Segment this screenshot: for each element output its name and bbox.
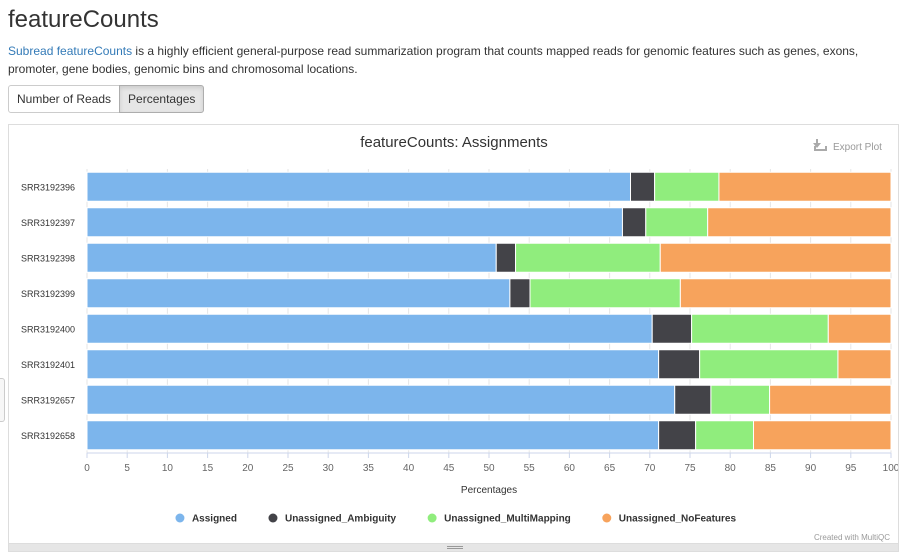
legend-label: Assigned	[192, 514, 237, 525]
category-label: SRR3192401	[21, 360, 75, 370]
x-axis-ticks: 0 5 10 15 20 25 30 35 40 45 50 55 60 65 70 75 80 85 90 95 10…	[84, 453, 900, 474]
legend-item[interactable]: Unassigned_Ambiguity	[268, 513, 397, 525]
legend-marker	[175, 513, 185, 523]
bar-segment-unassigned-multimapping[interactable]	[691, 313, 829, 344]
legend-label: Unassigned_Ambiguity	[285, 514, 397, 525]
page-title: featureCounts	[8, 6, 159, 33]
chart-title: featureCounts: Assignments	[360, 134, 548, 151]
plot-container: featureCounts: Assignments Export Plot S…	[8, 124, 900, 543]
plot-mode-toggle: Number of Reads Percentages	[8, 85, 205, 113]
bar-segment-unassigned-nofeatures[interactable]	[753, 420, 892, 451]
bar-segment-assigned[interactable]	[86, 384, 676, 415]
legend-label: Unassigned_MultiMapping	[444, 514, 571, 525]
category-labels: SRR3192396 SRR3192397 SRR3192398 SRR3192399…	[21, 182, 75, 441]
percentages-button[interactable]: Percentages	[119, 85, 205, 113]
x-tick-label: 85	[765, 463, 777, 474]
number-of-reads-button[interactable]: Number of Reads	[8, 85, 121, 113]
bar-segment-unassigned-nofeatures[interactable]	[837, 349, 892, 380]
bar-segment-unassigned-ambiguity[interactable]	[658, 420, 697, 451]
bar-segment-unassigned-ambiguity[interactable]	[621, 207, 647, 238]
category-label: SRR3192399	[21, 289, 75, 299]
bar-segment-assigned[interactable]	[86, 171, 632, 202]
x-tick-label: 20	[242, 463, 254, 474]
x-tick-label: 75	[684, 463, 696, 474]
stacked-bar-chart: featureCounts: Assignments Export Plot S…	[21, 134, 900, 542]
x-tick-label: 50	[483, 463, 495, 474]
bar-segment-unassigned-multimapping[interactable]	[710, 384, 771, 415]
bar-segment-unassigned-nofeatures[interactable]	[659, 242, 892, 273]
x-tick-label: 90	[805, 463, 817, 474]
category-label: SRR3192657	[21, 395, 75, 405]
legend-marker	[602, 513, 612, 523]
x-tick-label: 65	[604, 463, 616, 474]
x-tick-label: 95	[845, 463, 857, 474]
x-tick-label: 60	[564, 463, 576, 474]
bar-segment-unassigned-ambiguity[interactable]	[658, 349, 701, 380]
bar-segment-assigned[interactable]	[86, 242, 497, 273]
bar-segment-unassigned-ambiguity[interactable]	[495, 242, 517, 273]
bar-segment-unassigned-nofeatures[interactable]	[679, 278, 892, 309]
x-tick-label: 80	[725, 463, 737, 474]
bar-segment-unassigned-multimapping[interactable]	[645, 207, 709, 238]
bar-segment-unassigned-multimapping[interactable]	[699, 349, 839, 380]
bar-segment-unassigned-nofeatures[interactable]	[827, 313, 892, 344]
bar-segment-unassigned-multimapping[interactable]	[654, 171, 720, 202]
bar-segment-unassigned-ambiguity[interactable]	[674, 384, 712, 415]
bar-segment-assigned[interactable]	[86, 313, 653, 344]
x-tick-label: 40	[403, 463, 415, 474]
bar-segment-unassigned-multimapping[interactable]	[695, 420, 755, 451]
chart-bars	[86, 171, 892, 451]
bar-segment-unassigned-nofeatures[interactable]	[707, 207, 892, 238]
multiqc-credit: Created with MultiQC	[814, 533, 890, 542]
category-label: SRR3192658	[21, 431, 75, 441]
sidebar-toggle-tab[interactable]	[0, 378, 5, 422]
bar-segment-unassigned-nofeatures[interactable]	[769, 384, 892, 415]
page-description: Subread featureCounts is a highly effici…	[8, 42, 898, 78]
bar-segment-assigned[interactable]	[86, 278, 511, 309]
category-label: SRR3192400	[21, 324, 75, 334]
x-tick-label: 70	[644, 463, 656, 474]
legend-label: Unassigned_NoFeatures	[619, 514, 737, 525]
x-tick-label: 15	[202, 463, 214, 474]
bar-segment-assigned[interactable]	[86, 349, 660, 380]
description-text: is a highly efficient general-purpose re…	[8, 44, 859, 76]
x-tick-label: 10	[162, 463, 174, 474]
legend-marker	[427, 513, 437, 523]
bar-segment-unassigned-ambiguity[interactable]	[630, 171, 656, 202]
download-icon	[813, 139, 827, 151]
x-tick-label: 45	[443, 463, 455, 474]
x-tick-label: 0	[84, 463, 90, 474]
bar-segment-unassigned-ambiguity[interactable]	[651, 313, 693, 344]
grip-icon	[447, 546, 463, 549]
x-tick-label: 55	[524, 463, 536, 474]
category-label: SRR3192397	[21, 218, 75, 228]
export-plot-button[interactable]: Export Plot	[813, 139, 882, 153]
x-tick-label: 35	[363, 463, 375, 474]
category-label: SRR3192396	[21, 182, 75, 192]
x-axis-label: Percentages	[461, 485, 517, 496]
x-tick-label: 5	[124, 463, 130, 474]
chart-legend: Assigned Unassigned_Ambiguity Unassigned_M…	[175, 513, 737, 525]
bar-segment-unassigned-ambiguity[interactable]	[509, 278, 531, 309]
export-plot-label: Export Plot	[833, 142, 882, 153]
legend-marker	[268, 513, 278, 523]
x-tick-label: 30	[323, 463, 335, 474]
bar-segment-assigned[interactable]	[86, 420, 660, 451]
bar-segment-unassigned-multimapping[interactable]	[515, 242, 661, 273]
x-tick-label: 25	[282, 463, 294, 474]
bar-segment-unassigned-nofeatures[interactable]	[718, 171, 892, 202]
legend-item[interactable]: Assigned	[175, 513, 237, 525]
x-tick-label: 100	[883, 463, 898, 474]
legend-item[interactable]: Unassigned_MultiMapping	[427, 513, 571, 525]
bar-segment-unassigned-multimapping[interactable]	[529, 278, 681, 309]
legend-item[interactable]: Unassigned_NoFeatures	[602, 513, 737, 525]
plot-resize-handle[interactable]	[8, 543, 899, 552]
bar-segment-assigned[interactable]	[86, 207, 623, 238]
subread-featurecounts-link[interactable]: Subread featureCounts	[8, 44, 133, 58]
category-label: SRR3192398	[21, 253, 75, 263]
